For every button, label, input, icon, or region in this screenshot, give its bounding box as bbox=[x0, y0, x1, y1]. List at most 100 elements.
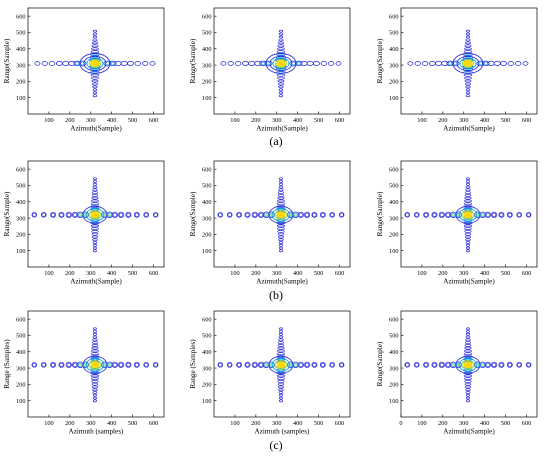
contour-plot bbox=[31, 177, 159, 253]
sidelobe-ring bbox=[118, 211, 125, 218]
sidelobe-ring bbox=[506, 211, 513, 218]
range-lobe bbox=[278, 335, 284, 339]
range-lobe bbox=[465, 332, 471, 336]
sidelobe-ring bbox=[312, 362, 317, 367]
range-lobe bbox=[465, 341, 471, 345]
y-tick-label: 600 bbox=[16, 13, 25, 20]
sidelobe-ring bbox=[485, 212, 490, 217]
range-lobe bbox=[92, 94, 98, 98]
y-tick-label: 400 bbox=[202, 46, 211, 53]
range-lobe bbox=[93, 327, 97, 331]
y-tick-label: 200 bbox=[202, 79, 211, 86]
x-tick-label: 100 bbox=[44, 117, 53, 124]
x-tick-label: 600 bbox=[149, 117, 158, 124]
y-tick-label: 400 bbox=[389, 349, 398, 356]
chart-panel-c1: 100 200 300 400 500 600 100 200 300 400 500 600 Azim… bbox=[3, 310, 165, 436]
sidelobe-ring bbox=[152, 212, 159, 218]
chart-panel-b2: 100 200 300 400 500 600 100 200 300 400 500 600 Azim… bbox=[189, 160, 351, 286]
range-lobe bbox=[91, 44, 99, 48]
range-lobe bbox=[92, 191, 98, 195]
range-lobe bbox=[279, 396, 283, 400]
range-lobe bbox=[91, 382, 99, 386]
sidelobe-ring bbox=[421, 61, 429, 66]
sidelobe-ring bbox=[475, 212, 480, 217]
main-lobe-ring bbox=[452, 53, 484, 74]
y-tick-label: 200 bbox=[16, 232, 25, 239]
sidelobe-ring bbox=[517, 212, 522, 217]
sidelobe-ring bbox=[438, 211, 445, 218]
y-tick-label: 500 bbox=[389, 30, 398, 37]
x-tick-label: 400 bbox=[293, 420, 302, 427]
sidelobe-ring bbox=[452, 363, 455, 366]
sidelobe-ring bbox=[152, 362, 159, 368]
sidelobe-ring bbox=[134, 61, 142, 66]
range-lobe bbox=[466, 396, 470, 400]
x-tick-label: 200 bbox=[438, 420, 447, 427]
range-lobe bbox=[277, 79, 285, 83]
range-lobe bbox=[464, 346, 472, 350]
sidelobe-ring bbox=[476, 60, 485, 67]
sidelobe-ring bbox=[32, 212, 37, 217]
sidelobe-ring bbox=[245, 362, 250, 367]
main-lobe-ring bbox=[79, 53, 111, 74]
main-lobe-ring bbox=[82, 355, 108, 374]
y-tick-label: 300 bbox=[389, 215, 398, 222]
main-lobe-ring bbox=[86, 57, 104, 70]
range-lobe bbox=[277, 377, 285, 381]
y-tick-label: 100 bbox=[389, 95, 398, 102]
range-lobe bbox=[93, 399, 97, 403]
x-axis-label: Azimuth(Sample) bbox=[443, 125, 495, 133]
sidelobe-ring bbox=[108, 60, 117, 67]
sidelobe-ring bbox=[439, 362, 444, 367]
sidelobe-ring bbox=[50, 361, 56, 368]
range-lobe bbox=[92, 188, 98, 192]
y-tick-label: 500 bbox=[16, 333, 25, 340]
contour-plot bbox=[407, 29, 529, 98]
range-lobe bbox=[93, 177, 97, 181]
range-lobe bbox=[91, 82, 98, 86]
x-axis-label: Azimuth(Sample) bbox=[70, 278, 122, 286]
sidelobe-ring bbox=[265, 213, 268, 216]
sidelobe-ring bbox=[485, 362, 490, 367]
range-lobe bbox=[92, 53, 98, 56]
range-lobe bbox=[91, 377, 99, 381]
sidelobe-ring bbox=[439, 212, 444, 217]
range-lobe bbox=[91, 41, 98, 45]
range-lobe bbox=[277, 41, 284, 45]
y-tick-label: 200 bbox=[389, 79, 398, 86]
sidelobe-ring bbox=[108, 213, 111, 216]
sidelobe-ring bbox=[107, 362, 112, 367]
x-tick-label: 200 bbox=[438, 270, 447, 277]
chart-panel-c3: 0 100 200 300 400 500 600 100 200 300 400 500 600 Azi… bbox=[376, 310, 538, 436]
sidelobe-ring bbox=[220, 61, 227, 66]
sidelobe-ring bbox=[244, 211, 251, 218]
y-tick-label: 300 bbox=[16, 365, 25, 372]
sidelobe-ring bbox=[217, 212, 223, 218]
sidelobe-ring bbox=[516, 362, 523, 368]
range-lobe bbox=[276, 224, 286, 228]
sidelobe-ring bbox=[265, 363, 268, 366]
x-tick-label: 300 bbox=[459, 270, 468, 277]
sidelobe-ring bbox=[413, 212, 420, 218]
sidelobe-ring bbox=[32, 362, 37, 367]
y-axis-label: Range(Sample) bbox=[376, 38, 384, 83]
sidelobe-ring bbox=[133, 361, 140, 368]
range-lobe bbox=[277, 349, 285, 353]
range-lobe bbox=[277, 230, 285, 233]
range-lobe bbox=[91, 199, 99, 203]
y-axis-label: Range(Sample) bbox=[189, 38, 197, 83]
x-tick-label: 100 bbox=[417, 117, 426, 124]
x-tick-label: 300 bbox=[86, 270, 95, 277]
sidelobe-ring bbox=[319, 211, 326, 218]
range-lobe bbox=[91, 47, 99, 51]
range-lobe bbox=[465, 335, 471, 339]
sidelobe-ring bbox=[298, 362, 303, 367]
main-lobe-ring bbox=[268, 205, 294, 224]
main-lobe-ring bbox=[461, 209, 475, 220]
range-lobe bbox=[277, 44, 285, 48]
sidelobe-ring bbox=[444, 361, 452, 368]
main-lobe-peak bbox=[278, 61, 284, 65]
range-lobe bbox=[92, 235, 98, 239]
y-tick-label: 300 bbox=[389, 62, 398, 69]
